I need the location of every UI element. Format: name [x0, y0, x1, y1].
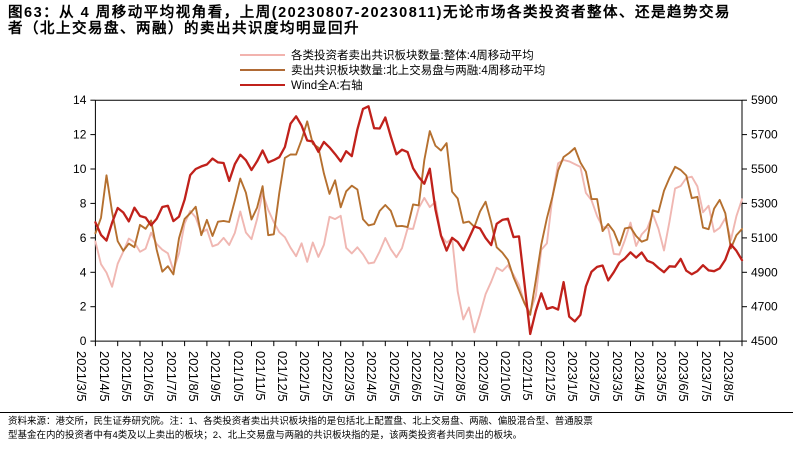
svg-text:5300: 5300: [751, 196, 778, 210]
svg-text:5900: 5900: [751, 93, 778, 107]
svg-text:14: 14: [73, 93, 87, 107]
svg-text:4: 4: [80, 265, 87, 279]
svg-text:12: 12: [73, 128, 87, 142]
svg-text:8: 8: [80, 196, 87, 210]
svg-text:10: 10: [73, 162, 87, 176]
svg-text:5500: 5500: [751, 162, 778, 176]
svg-text:4700: 4700: [751, 300, 778, 314]
svg-text:5700: 5700: [751, 128, 778, 142]
svg-text:6: 6: [80, 231, 87, 245]
svg-text:5100: 5100: [751, 231, 778, 245]
svg-text:4900: 4900: [751, 265, 778, 279]
svg-text:2: 2: [80, 300, 87, 314]
